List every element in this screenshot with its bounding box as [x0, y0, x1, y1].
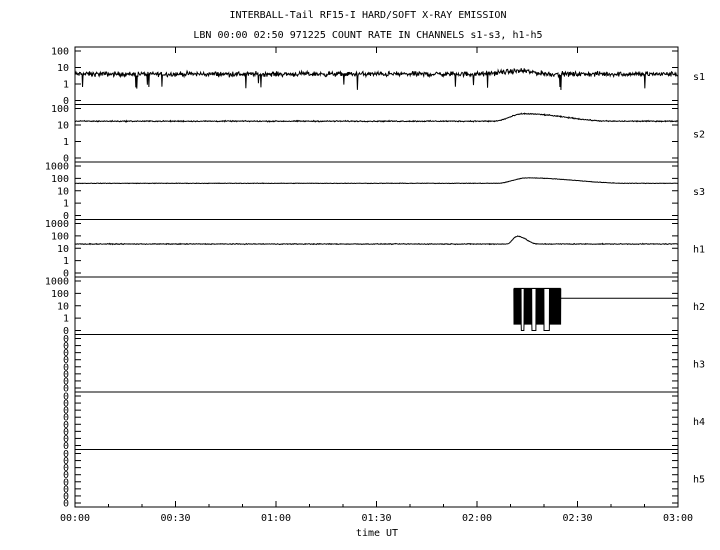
y-tick-label: 10: [57, 186, 69, 197]
y-tick-label: 0: [63, 463, 69, 474]
chart-subtitle: LBN 00:00 02:50 971225 COUNT RATE IN CHA…: [193, 30, 542, 41]
y-tick-label: 100: [51, 231, 69, 242]
series-s2-line: [74, 112, 679, 123]
channel-label: s1: [693, 72, 705, 83]
y-tick-label: 0: [63, 326, 69, 337]
y-tick-label: 0: [63, 441, 69, 452]
y-tick-label: 0: [63, 420, 69, 431]
y-tick-label: 10: [57, 244, 69, 255]
y-tick-label: 0: [63, 269, 69, 280]
y-tick-label: 0: [63, 456, 69, 467]
time-axis: 00:00 00:30 01:00 01:30 02:00 02:30 03:00: [60, 47, 693, 524]
channel-label: h4: [693, 417, 705, 428]
x-tick-label: 02:00: [462, 513, 492, 524]
y-tick-label: 0: [63, 334, 69, 345]
channel-label: h2: [693, 302, 705, 313]
y-tick-label: 0: [63, 392, 69, 403]
panel-frame: [74, 449, 679, 508]
y-tick-label: 0: [63, 491, 69, 502]
y-tick-label: 10: [57, 63, 69, 74]
y-tick-label: 0: [63, 406, 69, 417]
panel-frame: [74, 391, 679, 450]
x-axis-label: time UT: [356, 528, 398, 539]
x-tick-label: 01:30: [361, 513, 391, 524]
x-tick-label: 00:00: [60, 513, 90, 524]
series-s1-line: [74, 68, 679, 90]
panel-frame: [74, 334, 679, 393]
y-tick-label: 1000: [45, 219, 69, 230]
y-tick-label: 100: [51, 289, 69, 300]
channel-panels: s11001010s21001010s310001001010h11000100…: [45, 46, 705, 510]
series-h1-line: [74, 235, 679, 246]
x-tick-label: 03:00: [663, 513, 693, 524]
y-tick-label: 0: [63, 477, 69, 488]
y-tick-label: 1: [63, 199, 69, 210]
x-tick-label: 02:30: [562, 513, 592, 524]
y-tick-label: 0: [63, 434, 69, 445]
y-tick-label: 0: [63, 348, 69, 359]
y-tick-label: 0: [63, 154, 69, 165]
panel-frame: [74, 276, 679, 335]
panel-frame: [74, 219, 679, 278]
y-tick-label: 0: [63, 413, 69, 424]
y-tick-label: 1: [63, 256, 69, 267]
y-tick-label: 0: [63, 499, 69, 510]
y-tick-label: 0: [63, 399, 69, 410]
channel-label: h5: [693, 474, 705, 485]
y-tick-label: 100: [51, 47, 69, 58]
y-tick-label: 1000: [45, 277, 69, 288]
y-tick-label: 10: [57, 301, 69, 312]
y-tick-label: 1: [63, 137, 69, 148]
y-tick-label: 0: [63, 449, 69, 460]
y-tick-label: 0: [63, 427, 69, 438]
y-tick-label: 0: [63, 376, 69, 387]
y-tick-label: 10: [57, 121, 69, 132]
y-tick-label: 100: [51, 104, 69, 115]
y-tick-label: 0: [63, 362, 69, 373]
x-tick-label: 00:30: [160, 513, 190, 524]
series-s3-line: [74, 177, 679, 185]
x-tick-label: 01:00: [261, 513, 291, 524]
series-h2-burst: [513, 288, 562, 331]
y-tick-label: 0: [63, 96, 69, 107]
y-tick-label: 1: [63, 314, 69, 325]
panel-frame: [74, 161, 679, 220]
y-tick-label: 0: [63, 355, 69, 366]
y-tick-label: 0: [63, 484, 69, 495]
channel-label: s2: [693, 129, 705, 140]
chart-title: INTERBALL-Tail RF15-I HARD/SOFT X-RAY EM…: [230, 10, 507, 21]
y-tick-label: 0: [63, 470, 69, 481]
channel-label: h1: [693, 244, 705, 255]
y-tick-label: 100: [51, 174, 69, 185]
channel-label: h3: [693, 359, 705, 370]
y-tick-label: 1000: [45, 162, 69, 173]
channel-label: s3: [693, 187, 705, 198]
y-tick-label: 1: [63, 80, 69, 91]
y-tick-label: 0: [63, 341, 69, 352]
y-tick-label: 0: [63, 384, 69, 395]
y-tick-label: 0: [63, 211, 69, 222]
y-tick-label: 0: [63, 369, 69, 380]
panel-frame: [74, 104, 679, 163]
